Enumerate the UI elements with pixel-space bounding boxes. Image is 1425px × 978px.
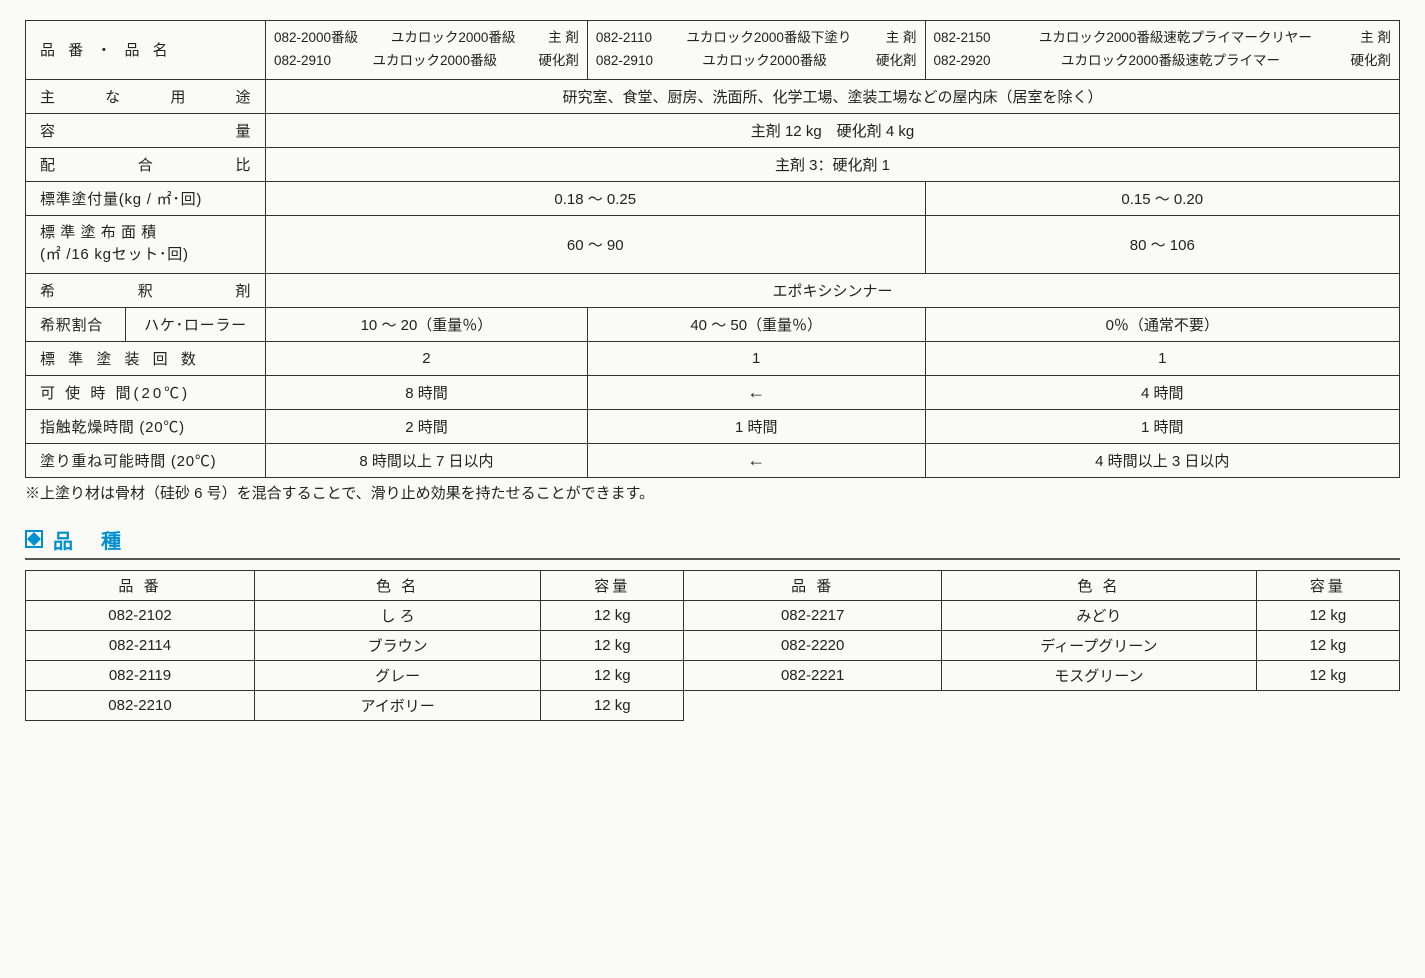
product-col-2: 082-2110ユカロック2000番級下塗り主 剤 082-2910ユカロック2…	[587, 21, 925, 80]
footnote: ※上塗り材は骨材（硅砂 6 号）を混合することで、滑り止め効果を持たせることがで…	[25, 482, 1400, 503]
table-row: 082-2210 アイボリー 12 kg	[26, 690, 1400, 720]
table-row: 082-2114 ブラウン 12 kg 082-2220 ディープグリーン 12…	[26, 630, 1400, 660]
product-col-3: 082-2150ユカロック2000番級速乾プライマークリヤー主 剤 082-29…	[925, 21, 1399, 80]
row-pot-life: 可 使 時 間(20℃) 8 時間 ← 4 時間	[26, 375, 1400, 409]
diamond-icon	[25, 530, 43, 548]
row-mix-ratio: 配合比 主剤 3：硬化剤 1	[26, 147, 1400, 181]
product-col-1: 082-2000番級ユカロック2000番級主 剤 082-2910ユカロック20…	[266, 21, 588, 80]
section-title-varieties: 品 種	[25, 525, 1400, 560]
row-main-use: 主な用途 研究室、食堂、厨房、洗面所、化学工場、塗装工場などの屋内床（居室を除く…	[26, 79, 1400, 113]
row-coat-count: 標 準 塗 装 回 数 2 1 1	[26, 341, 1400, 375]
row-coating-area: 標準塗布面積 (㎡ /16 kgセット･回) 60 ～ 90 80 ～ 106	[26, 215, 1400, 273]
row-dilution: 希釈割合 ハケ･ローラー 10 ～ 20（重量％） 40 ～ 50（重量％） 0…	[26, 307, 1400, 341]
header-row: 品 番 ・ 品 名 082-2000番級ユカロック2000番級主 剤 082-2…	[26, 21, 1400, 80]
spec-table: 品 番 ・ 品 名 082-2000番級ユカロック2000番級主 剤 082-2…	[25, 20, 1400, 478]
table-row: 082-2102 し ろ 12 kg 082-2217 みどり 12 kg	[26, 600, 1400, 630]
color-table: 品 番 色 名 容量 品 番 色 名 容量 082-2102 し ろ 12 kg…	[25, 570, 1400, 721]
row-recoat: 塗り重ね可能時間 (20℃) 8 時間以上 7 日以内 ← 4 時間以上 3 日…	[26, 443, 1400, 477]
row-capacity: 容量 主剤 12 kg 硬化剤 4 kg	[26, 113, 1400, 147]
row-thinner: 希釈剤 エポキシシンナー	[26, 273, 1400, 307]
color-table-header: 品 番 色 名 容量 品 番 色 名 容量	[26, 570, 1400, 600]
table-row: 082-2119 グレー 12 kg 082-2221 モスグリーン 12 kg	[26, 660, 1400, 690]
row-touch-dry: 指触乾燥時間 (20℃) 2 時間 1 時間 1 時間	[26, 409, 1400, 443]
arrow-left-icon: ←	[587, 375, 925, 409]
row-coating-amount: 標準塗付量(kg / ㎡･回) 0.18 ～ 0.25 0.15 ～ 0.20	[26, 181, 1400, 215]
arrow-left-icon: ←	[587, 443, 925, 477]
row-label-product: 品 番 ・ 品 名	[26, 21, 266, 80]
